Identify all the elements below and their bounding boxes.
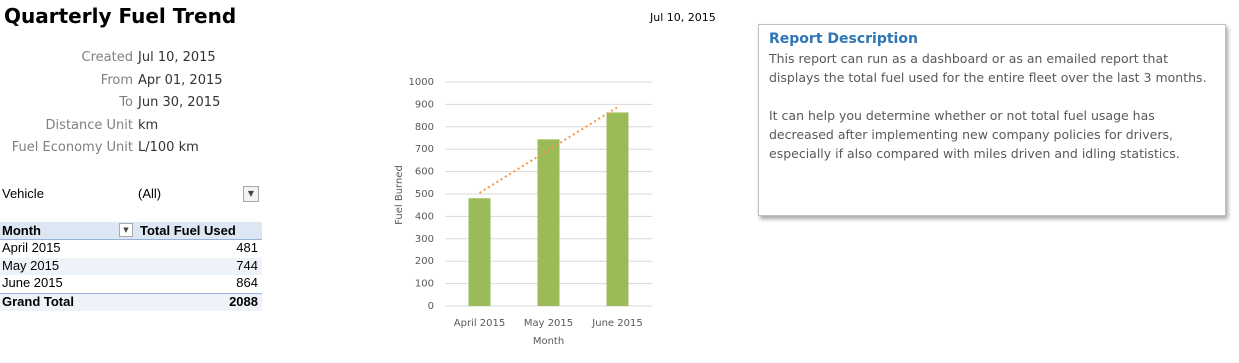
y-tick-label: 700 <box>415 144 434 155</box>
meta-label: Distance Unit <box>45 117 133 133</box>
x-tick-label: June 2015 <box>591 318 642 329</box>
bar <box>606 112 629 306</box>
y-tick-label: 300 <box>415 234 434 245</box>
chart: 0 100 200 300 400 500 600 700 800 900 1000 Fuel Bur… <box>394 77 652 347</box>
filter-dropdown[interactable]: ▼ <box>243 186 259 202</box>
filter-value: (All) <box>138 186 162 201</box>
row-value: 481 <box>236 240 258 255</box>
total-label: Grand Total <box>2 294 74 309</box>
y-tick-label: 1000 <box>409 77 434 88</box>
bar <box>537 139 560 306</box>
description-paragraph: This report can run as a dashboard or as… <box>769 51 1207 85</box>
y-tick-label: 800 <box>415 122 434 133</box>
meta-label: Fuel Economy Unit <box>11 140 133 155</box>
y-axis-label: Fuel Burned <box>394 165 405 225</box>
meta-value: L/100 km <box>138 140 199 155</box>
table-header: Month ▼ Total Fuel Used <box>0 222 262 240</box>
report-date: Jul 10, 2015 <box>650 11 716 24</box>
row-value: 864 <box>236 275 258 290</box>
meta-value: Apr 01, 2015 <box>138 72 223 88</box>
filter-label: Vehicle <box>2 186 44 201</box>
trendline <box>478 106 619 194</box>
description-heading: Report Description <box>769 31 918 47</box>
row-label: April 2015 <box>2 240 61 255</box>
y-tick-label: 500 <box>415 189 434 200</box>
description-paragraph: It can help you determine whether or not… <box>769 108 1180 161</box>
meta-label: Created <box>81 50 133 65</box>
row-label: May 2015 <box>2 257 60 273</box>
y-tick-label: 900 <box>415 99 434 110</box>
meta-value: Jul 10, 2015 <box>138 50 216 65</box>
table-row: May 2015 744 <box>0 257 262 275</box>
column-header: Total Fuel Used <box>140 223 236 238</box>
meta-label: From <box>100 72 133 88</box>
y-tick-label: 600 <box>415 167 434 178</box>
column-header: Month <box>2 223 41 238</box>
report-title: Quarterly Fuel Trend <box>4 4 237 28</box>
column-filter[interactable]: ▼ <box>119 223 133 237</box>
y-tick-label: 200 <box>415 256 434 267</box>
table-row: April 2015 481 <box>0 240 262 257</box>
x-tick-label: May 2015 <box>524 318 573 329</box>
row-value: 744 <box>236 257 258 273</box>
bar <box>468 198 491 306</box>
description-box: Report Description This report can run a… <box>758 24 1226 216</box>
row-label: June 2015 <box>2 275 63 290</box>
total-value: 2088 <box>229 294 258 309</box>
y-tick-label: 0 <box>428 301 434 312</box>
table-row: June 2015 864 <box>0 275 262 292</box>
meta-value: Jun 30, 2015 <box>138 95 221 110</box>
x-axis-label: Month <box>533 336 564 347</box>
meta-value: km <box>138 117 159 133</box>
x-tick-label: April 2015 <box>454 318 505 329</box>
total-row: Grand Total 2088 <box>0 293 262 311</box>
y-tick-label: 100 <box>415 279 434 290</box>
meta-label: To <box>119 95 133 110</box>
y-tick-label: 400 <box>415 211 434 222</box>
